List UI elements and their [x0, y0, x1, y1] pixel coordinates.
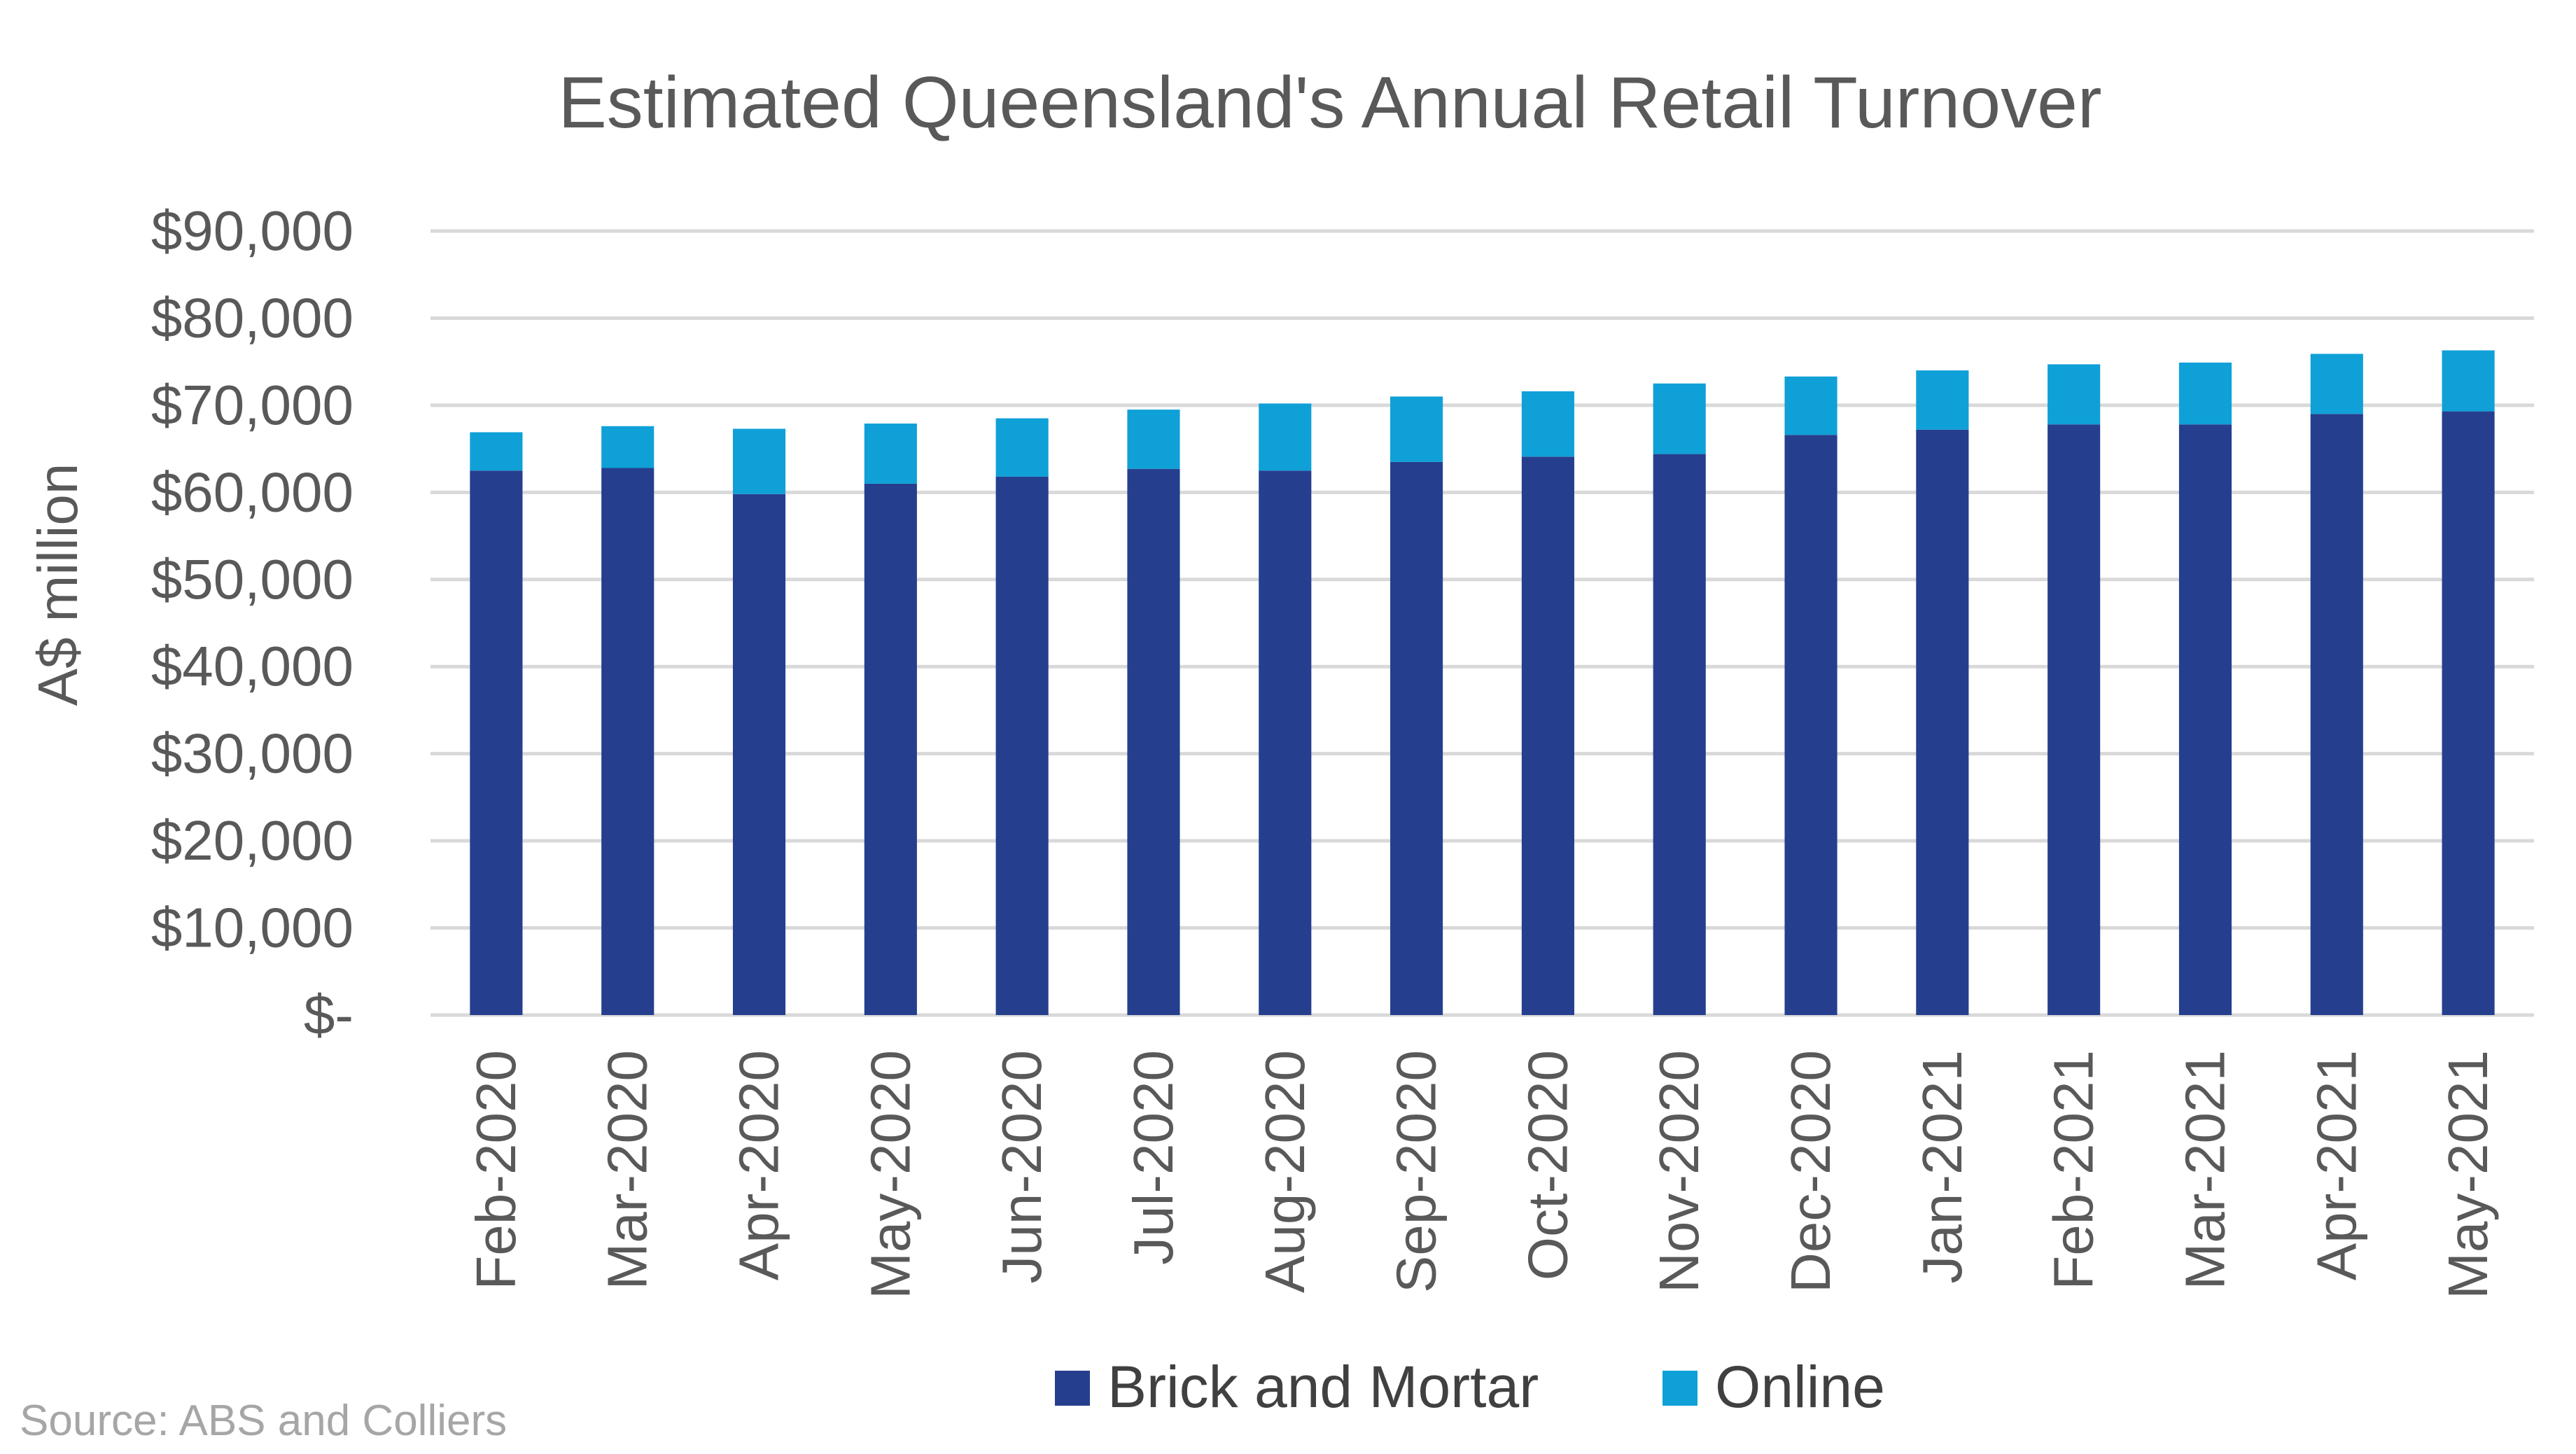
y-tick-label: $10,000 — [151, 897, 354, 959]
x-tick-label: Nov-2020 — [1648, 1050, 1710, 1293]
bar-online — [470, 432, 523, 471]
bar-brick-and-mortar — [1259, 470, 1312, 1015]
bar-online — [1784, 376, 1837, 435]
y-tick-label: $40,000 — [151, 635, 354, 697]
y-tick-label: $50,000 — [151, 548, 354, 610]
x-tick-label: Sep-2020 — [1385, 1050, 1448, 1293]
y-tick-label: $90,000 — [151, 200, 354, 262]
y-tick-label: $- — [304, 984, 354, 1046]
x-tick-label: Mar-2021 — [2174, 1050, 2236, 1289]
x-tick-label: May-2021 — [2437, 1050, 2499, 1299]
x-tick-label: Aug-2020 — [1254, 1050, 1316, 1293]
bar-online — [1259, 403, 1312, 471]
source-note: Source: ABS and Colliers — [20, 1397, 507, 1445]
bar-online — [2310, 354, 2363, 414]
bar-brick-and-mortar — [2442, 411, 2495, 1015]
bar-brick-and-mortar — [995, 476, 1049, 1015]
legend: Brick and Mortar Online — [1055, 1354, 1885, 1420]
x-tick-label: Mar-2020 — [596, 1050, 659, 1289]
bar-brick-and-mortar — [1653, 454, 1706, 1015]
bar-brick-and-mortar — [1127, 468, 1180, 1015]
y-tick-label: $20,000 — [151, 809, 354, 872]
bar-online — [1390, 396, 1443, 462]
y-tick-label: $30,000 — [151, 722, 354, 785]
bar-online — [601, 426, 654, 468]
y-tick-label: $70,000 — [151, 374, 354, 436]
bar-online — [2442, 350, 2495, 412]
bar-brick-and-mortar — [732, 494, 786, 1015]
bar-brick-and-mortar — [470, 470, 523, 1015]
legend-label-online: Online — [1715, 1354, 1885, 1420]
x-tick-label: May-2020 — [859, 1050, 921, 1299]
y-tick-label: $80,000 — [151, 286, 354, 349]
y-axis-ticks: $- $10,000 $20,000 $30,000 $40,000 $50,000 $60… — [151, 200, 354, 1046]
x-tick-label: Feb-2020 — [465, 1050, 527, 1289]
x-tick-label: Apr-2020 — [728, 1050, 790, 1280]
y-axis-title: A$ million — [27, 463, 89, 706]
legend-swatch-brick-and-mortar — [1055, 1371, 1090, 1406]
x-tick-label: Jun-2020 — [990, 1050, 1053, 1284]
bar-brick-and-mortar — [1784, 435, 1837, 1015]
bar-online — [864, 424, 917, 484]
x-axis-ticks: Feb-2020 Mar-2020 Apr-2020 May-2020 Jun-2020… — [465, 1050, 2499, 1299]
bar-brick-and-mortar — [2178, 424, 2232, 1015]
x-tick-label: Jan-2021 — [1911, 1050, 1973, 1284]
bar-brick-and-mortar — [601, 468, 654, 1015]
x-tick-label: Oct-2020 — [1516, 1050, 1578, 1280]
bar-online — [995, 418, 1049, 477]
bar-online — [1916, 370, 1969, 430]
bar-online — [2047, 364, 2101, 425]
legend-swatch-online — [1662, 1371, 1698, 1406]
bar-brick-and-mortar — [2047, 424, 2101, 1015]
x-tick-label: Apr-2021 — [2305, 1050, 2367, 1280]
bar-online — [1521, 391, 1574, 457]
bar-online — [1653, 383, 1706, 454]
bar-brick-and-mortar — [1521, 456, 1574, 1015]
y-tick-label: $60,000 — [151, 461, 354, 523]
bar-brick-and-mortar — [1916, 429, 1969, 1015]
bar-brick-and-mortar — [864, 483, 917, 1015]
x-tick-label: Dec-2020 — [1779, 1050, 1842, 1293]
bars — [470, 350, 2495, 1015]
bar-online — [1127, 410, 1180, 469]
x-tick-label: Jul-2020 — [1122, 1050, 1184, 1265]
chart-title: Estimated Queensland's Annual Retail Tur… — [558, 62, 2101, 144]
bar-brick-and-mortar — [1390, 461, 1443, 1015]
bar-brick-and-mortar — [2310, 414, 2363, 1015]
legend-label-brick-and-mortar: Brick and Mortar — [1107, 1354, 1539, 1420]
bar-online — [732, 428, 786, 494]
bar-online — [2178, 362, 2232, 425]
x-tick-label: Feb-2021 — [2043, 1050, 2105, 1289]
